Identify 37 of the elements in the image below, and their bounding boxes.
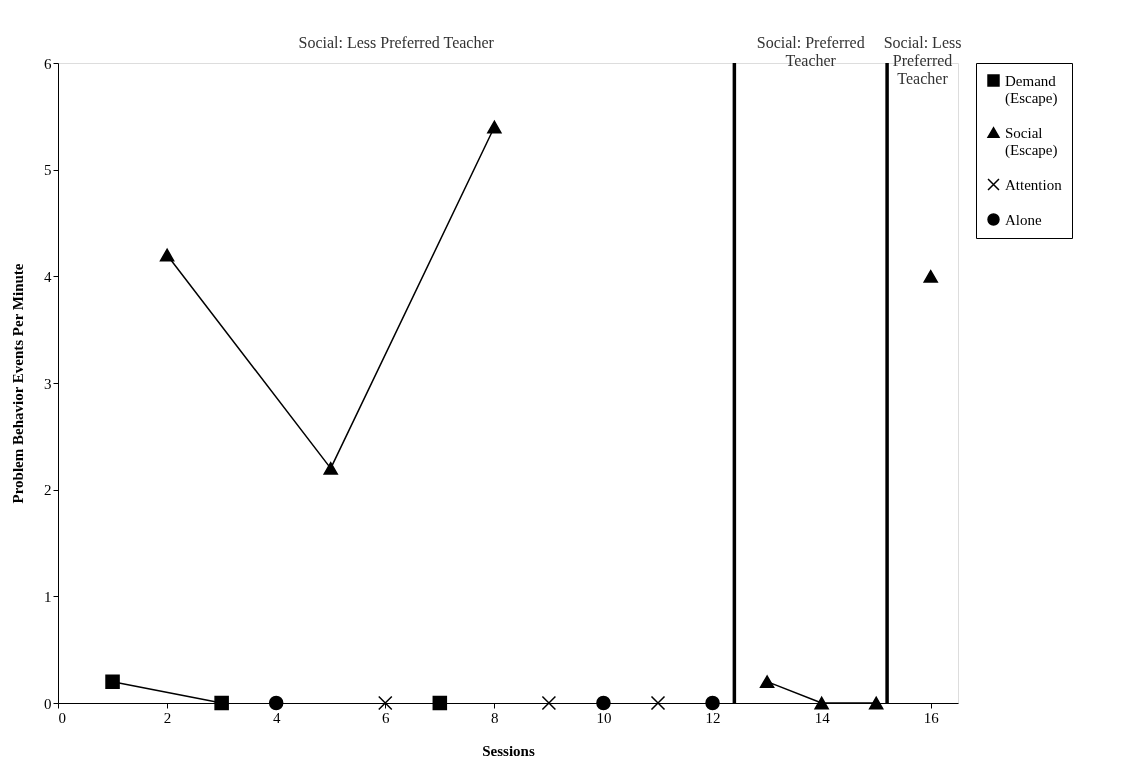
annotation: Social: Less Preferred Teacher	[883, 34, 962, 87]
legend-label: Demand (Escape)	[1005, 72, 1058, 107]
text: Social: Less Preferred Teacher	[298, 34, 495, 51]
x-tick-label: 14	[814, 709, 831, 726]
point	[268, 695, 284, 711]
point	[923, 269, 938, 283]
point	[105, 674, 120, 689]
point	[323, 461, 338, 475]
x-axis-title: Sessions	[482, 742, 535, 759]
point	[432, 695, 448, 711]
point	[759, 675, 775, 689]
point	[378, 695, 393, 711]
x-tick-label: 6	[382, 709, 391, 726]
y-tick-label: 1	[44, 588, 52, 605]
legend-label: Social (Escape)	[1005, 124, 1058, 159]
y-tick-label: 5	[44, 162, 52, 179]
x-tick-label: 2	[163, 709, 172, 726]
x-tick-label: 12	[705, 709, 721, 726]
x-tick-label: 4	[272, 709, 281, 726]
point	[650, 695, 666, 711]
point	[596, 695, 611, 711]
x-tick-label: 8	[491, 709, 499, 726]
y-tick-label: 0	[44, 695, 52, 712]
y-tick-label: 4	[44, 268, 52, 285]
point	[214, 695, 229, 711]
y-tick-label: 2	[44, 482, 52, 499]
y-axis-title: Problem Behavior Events Per Minute	[10, 263, 26, 504]
annotation: Social: Preferred Teacher	[756, 34, 865, 69]
x-tick-label: 10	[596, 709, 612, 726]
legend-label: Alone	[1005, 211, 1042, 228]
point	[705, 695, 720, 711]
x-tick-label: 16	[923, 709, 940, 726]
x-tick-label: 0	[58, 709, 66, 726]
point	[541, 695, 557, 711]
legend-label: Attention	[1005, 176, 1063, 193]
y-tick-label: 3	[44, 375, 52, 392]
y-tick-label: 6	[44, 55, 52, 72]
